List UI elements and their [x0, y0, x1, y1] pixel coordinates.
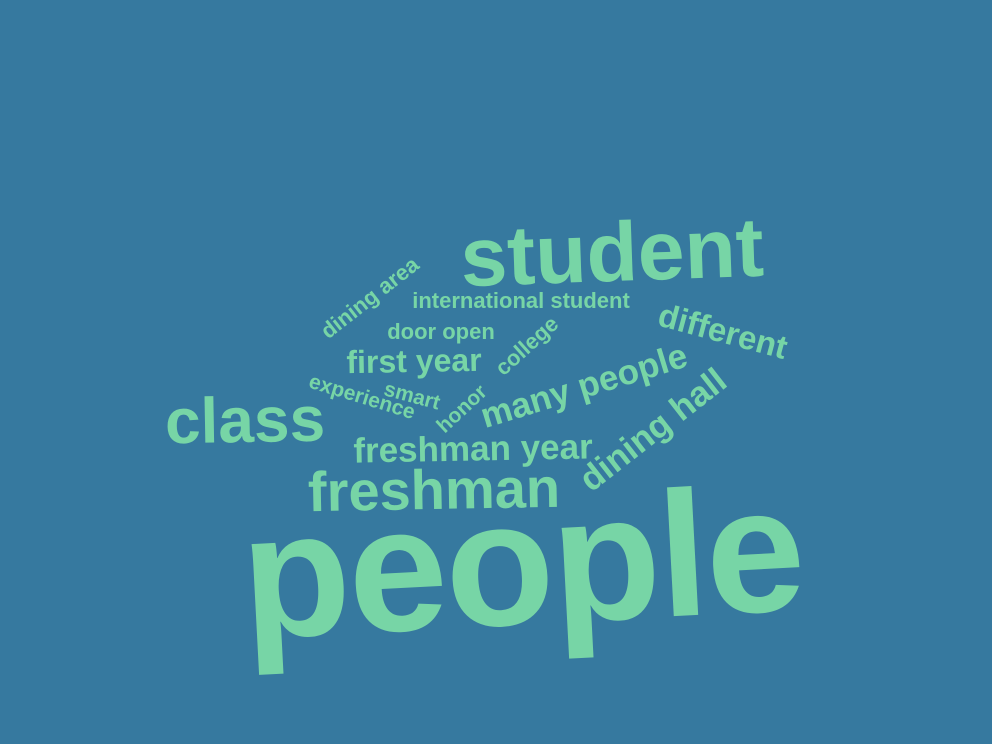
word-class: class [164, 382, 326, 458]
word-door-open: door open [387, 319, 495, 344]
word-first-year: first year [346, 341, 482, 381]
word-student: student [458, 199, 766, 305]
word-freshman-year: freshman year [353, 427, 593, 471]
word-college: college [490, 310, 564, 381]
word-international-student: international student [412, 288, 630, 313]
